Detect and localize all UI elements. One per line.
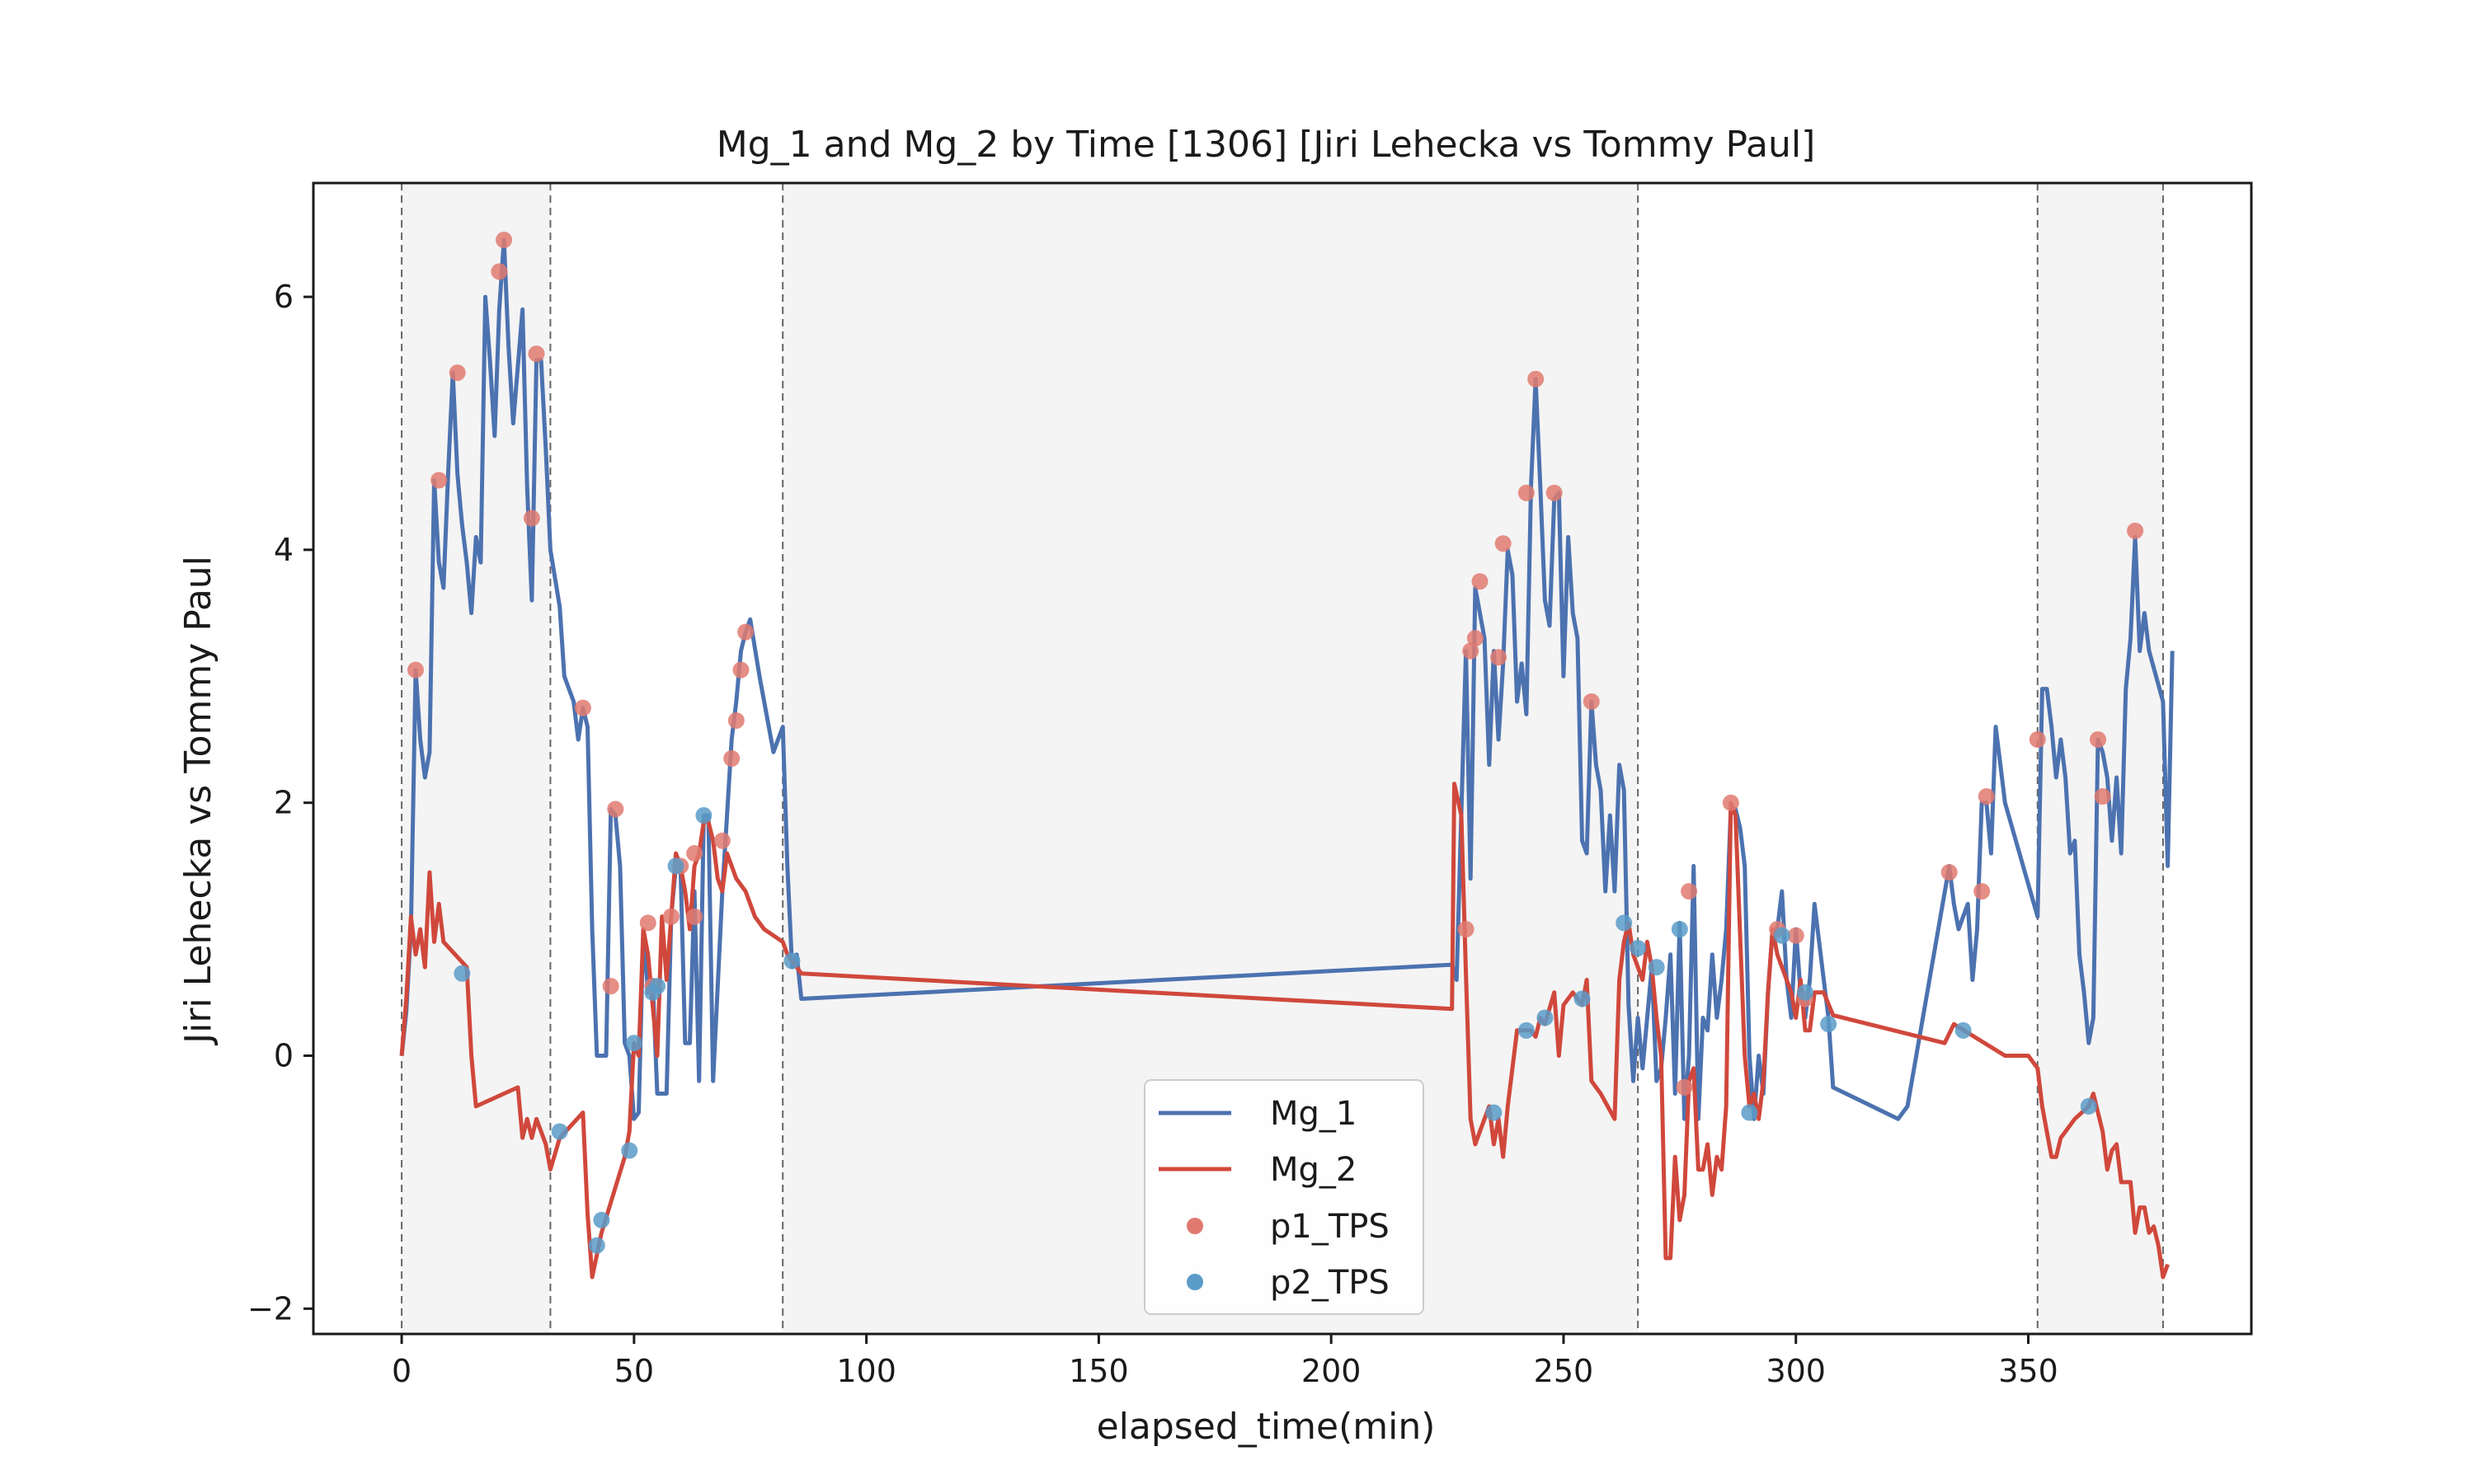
point-p1-tps-23 <box>1466 630 1484 647</box>
x-tick-label-4: 200 <box>1301 1353 1362 1389</box>
x-tick-label-2: 100 <box>836 1353 896 1389</box>
point-p1-tps-0 <box>407 661 424 679</box>
legend-swatch-p1-tps <box>1187 1218 1203 1234</box>
point-p2-tps-20 <box>1773 927 1790 944</box>
point-p1-tps-29 <box>1545 484 1563 501</box>
point-p1-tps-15 <box>686 845 703 862</box>
point-p1-tps-42 <box>2094 788 2111 805</box>
point-p1-tps-37 <box>1940 864 1958 881</box>
point-p1-tps-9 <box>607 801 624 818</box>
y-tick-label-2: 2 <box>274 785 294 821</box>
point-p2-tps-22 <box>1820 1016 1837 1033</box>
y-axis-label: Jiri Lehecka vs Tommy Paul <box>177 556 219 1046</box>
point-p1-tps-31 <box>1676 1078 1693 1096</box>
legend-label-mg2: Mg_2 <box>1270 1151 1357 1189</box>
legend-label-p2-tps: p2_TPS <box>1270 1264 1390 1302</box>
legend-label-mg1: Mg_1 <box>1270 1095 1357 1133</box>
point-p1-tps-26 <box>1494 535 1512 552</box>
x-tick-label-7: 350 <box>1998 1353 2058 1389</box>
point-p1-tps-8 <box>602 978 619 995</box>
point-p1-tps-10 <box>639 914 656 932</box>
legend-box <box>1144 1079 1424 1315</box>
point-p1-tps-4 <box>496 232 513 249</box>
point-p1-tps-1 <box>430 472 448 489</box>
point-p2-tps-14 <box>1573 990 1591 1007</box>
point-p1-tps-40 <box>2029 730 2046 748</box>
point-p1-tps-12 <box>662 908 680 925</box>
point-p2-tps-15 <box>1616 914 1633 932</box>
point-p1-tps-7 <box>574 699 591 716</box>
point-p1-tps-14 <box>686 908 703 925</box>
point-p2-tps-16 <box>1630 940 1647 957</box>
series-line-mg-1 <box>399 237 2175 1121</box>
legend-swatch-p2-tps <box>1187 1274 1203 1290</box>
legend-label-p1-tps: p1_TPS <box>1270 1208 1390 1246</box>
point-p1-tps-3 <box>491 263 508 280</box>
point-p1-tps-18 <box>727 711 745 729</box>
point-p1-tps-41 <box>2090 730 2107 748</box>
point-p1-tps-17 <box>723 750 741 767</box>
point-p2-tps-12 <box>1517 1021 1535 1039</box>
point-p1-tps-16 <box>713 832 731 849</box>
x-axis-label: elapsed_time(min) <box>1097 1406 1436 1448</box>
point-p2-tps-1 <box>551 1123 568 1140</box>
point-p1-tps-2 <box>449 364 466 382</box>
point-p1-tps-19 <box>732 661 750 679</box>
point-p1-tps-32 <box>1681 883 1698 900</box>
point-p1-tps-43 <box>2127 522 2144 539</box>
x-axis-ticks: 0 50 100 150 200 250 300 350 <box>392 1334 2058 1389</box>
x-tick-label-6: 300 <box>1766 1353 1826 1389</box>
x-tick-label-5: 250 <box>1534 1353 1594 1389</box>
x-tick-label-1: 50 <box>614 1353 654 1389</box>
point-p2-tps-11 <box>1485 1104 1503 1121</box>
legend: Mg_1 Mg_2 p1_TPS p2_TPS <box>1144 1079 1424 1315</box>
point-p1-tps-22 <box>1462 642 1479 660</box>
point-p2-tps-2 <box>588 1237 605 1254</box>
y-axis-ticks: −2 0 2 4 6 <box>247 279 313 1327</box>
point-p2-tps-8 <box>667 857 684 875</box>
point-p1-tps-27 <box>1517 484 1535 501</box>
point-p2-tps-0 <box>454 965 471 982</box>
point-p1-tps-35 <box>1787 927 1804 944</box>
x-tick-label-0: 0 <box>392 1353 412 1389</box>
points-layer <box>407 232 2144 1254</box>
point-p2-tps-10 <box>783 952 801 970</box>
y-tick-label-3: 4 <box>274 532 294 568</box>
point-p2-tps-21 <box>1796 984 1813 1001</box>
point-p2-tps-13 <box>1536 1009 1554 1026</box>
point-p2-tps-9 <box>695 807 713 824</box>
point-p1-tps-25 <box>1490 649 1507 666</box>
point-p2-tps-19 <box>1741 1104 1758 1121</box>
point-p2-tps-17 <box>1648 959 1665 976</box>
plot-frame <box>312 181 2253 1336</box>
point-p1-tps-20 <box>737 623 755 641</box>
point-p2-tps-4 <box>621 1142 638 1159</box>
point-p2-tps-18 <box>1671 921 1688 938</box>
point-p1-tps-5 <box>523 510 540 527</box>
y-tick-label-0: −2 <box>247 1290 294 1327</box>
point-p1-tps-30 <box>1583 693 1600 710</box>
y-tick-label-1: 0 <box>274 1038 294 1074</box>
point-p1-tps-39 <box>1978 788 1995 805</box>
point-p1-tps-6 <box>528 345 545 363</box>
point-p1-tps-38 <box>1973 883 1991 900</box>
point-p1-tps-28 <box>1527 370 1545 387</box>
point-p2-tps-7 <box>649 978 666 995</box>
point-p1-tps-21 <box>1457 921 1475 938</box>
point-p2-tps-5 <box>625 1035 642 1052</box>
point-p2-tps-3 <box>593 1211 610 1228</box>
x-tick-label-3: 150 <box>1069 1353 1129 1389</box>
point-p1-tps-33 <box>1722 794 1739 811</box>
chart-title: Mg_1 and Mg_2 by Time [1306] [Jiri Lehec… <box>717 124 1816 166</box>
point-p2-tps-24 <box>2080 1097 2097 1115</box>
y-tick-label-4: 6 <box>274 279 294 315</box>
point-p2-tps-23 <box>1954 1021 1972 1039</box>
point-p1-tps-24 <box>1471 573 1489 590</box>
